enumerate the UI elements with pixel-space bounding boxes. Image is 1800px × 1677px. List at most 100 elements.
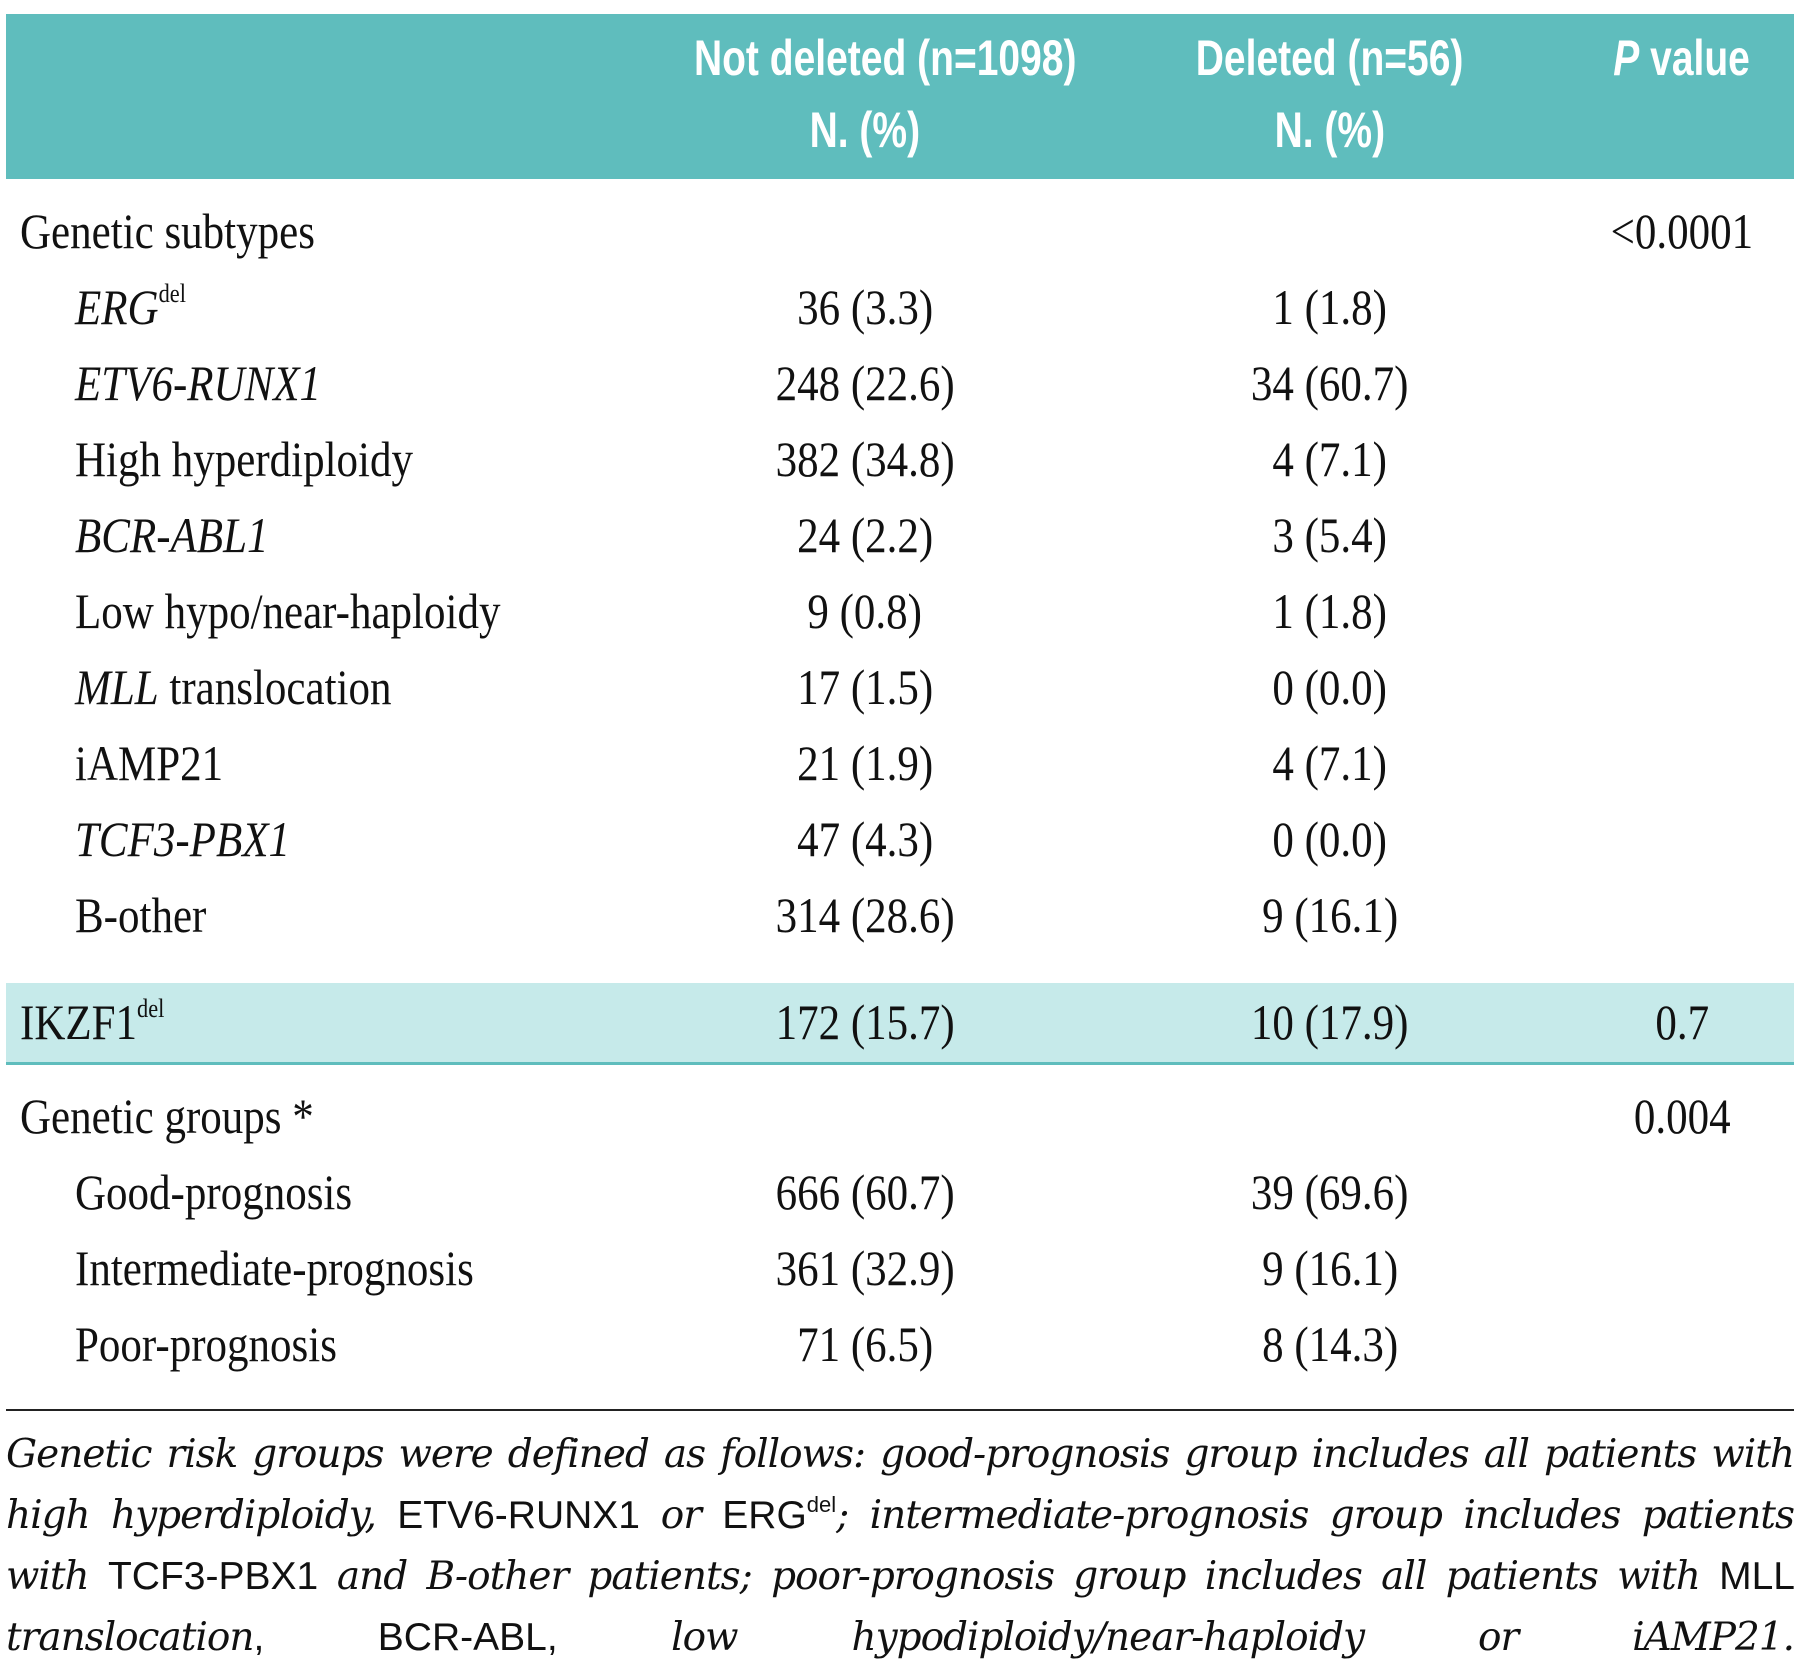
value-cell: 1 (1.8) bbox=[1090, 269, 1570, 345]
value-cell: 314 (28.6) bbox=[640, 877, 1090, 953]
value-cell: 1 (1.8) bbox=[1090, 573, 1570, 649]
value: 47 (4.3) bbox=[796, 811, 934, 867]
value-cell: 361 (32.9) bbox=[640, 1230, 1090, 1306]
value-cell: 666 (60.7) bbox=[640, 1154, 1090, 1230]
value: 17 (1.5) bbox=[796, 659, 934, 715]
value-cell: 21 (1.9) bbox=[640, 725, 1090, 801]
label-wrap: Low hypo/near-haploidy bbox=[75, 573, 500, 649]
table-row: B-other 314 (28.6) 9 (16.1) bbox=[6, 877, 1794, 953]
label-part: ERG bbox=[75, 279, 159, 335]
value: 666 (60.7) bbox=[775, 1164, 955, 1220]
table-row: Poor-prognosis 71 (6.5) 8 (14.3) bbox=[6, 1306, 1794, 1382]
p-rest: value bbox=[1650, 30, 1751, 86]
footnote-sup: del bbox=[806, 1492, 837, 1517]
value: 382 (34.8) bbox=[775, 431, 955, 487]
table-row: TCF3-PBX1 47 (4.3) 0 (0.0) bbox=[6, 801, 1794, 877]
value: 248 (22.6) bbox=[775, 355, 955, 411]
label-wrap: ERGdel bbox=[75, 269, 186, 345]
value: 10 (17.9) bbox=[1251, 994, 1409, 1050]
p-value: 0.004 bbox=[1633, 1088, 1731, 1144]
p-value: 0.7 bbox=[1655, 994, 1709, 1050]
label-wrap: IKZF1del bbox=[20, 983, 164, 1062]
p-italic: P bbox=[1613, 30, 1640, 86]
footnote-text: MLL bbox=[1719, 1555, 1794, 1598]
footnote-text: ; intermediate-prognosis group includes … bbox=[6, 1493, 1795, 1599]
header-cell: Not deleted (n=1098) N. (%) bbox=[640, 22, 1090, 166]
header-line: P value bbox=[1570, 22, 1794, 94]
header-text: Deleted (n=56) bbox=[1196, 30, 1464, 86]
label-wrap: Good-prognosis bbox=[75, 1154, 352, 1230]
table-row: MLL translocation 17 (1.5) 0 (0.0) bbox=[6, 649, 1794, 725]
value: 3 (5.4) bbox=[1272, 507, 1388, 563]
section-label: Genetic groups * bbox=[20, 1078, 362, 1154]
value-cell: 39 (69.6) bbox=[1090, 1154, 1570, 1230]
highlighted-row: IKZF1del 172 (15.7) 10 (17.9) 0.7 bbox=[6, 983, 1794, 1065]
footnote-text: Genetic risk groups were defined as foll… bbox=[6, 1432, 1795, 1538]
value-cell: 9 (0.8) bbox=[640, 573, 1090, 649]
value-cell: 0 (0.0) bbox=[1090, 649, 1570, 725]
footnote-text: TCF3-PBX1 bbox=[107, 1555, 337, 1598]
value: 8 (14.3) bbox=[1261, 1316, 1399, 1372]
footnote-text: or bbox=[660, 1493, 723, 1538]
table-row: BCR-ABL1 24 (2.2) 3 (5.4) bbox=[6, 497, 1794, 573]
row-label: Low hypo/near-haploidy bbox=[75, 573, 570, 649]
row-label: IKZF1del bbox=[20, 983, 188, 1062]
footnote-text: ERG bbox=[722, 1494, 807, 1537]
table-row: Intermediate-prognosis 361 (32.9) 9 (16.1) bbox=[6, 1230, 1794, 1306]
p-value: <0.0001 bbox=[1610, 203, 1754, 259]
label-part: MLL bbox=[75, 659, 159, 715]
label-part: Intermediate-prognosis bbox=[75, 1240, 474, 1296]
superscript: del bbox=[158, 279, 186, 308]
value: 21 (1.9) bbox=[796, 735, 934, 791]
value: 172 (15.7) bbox=[775, 994, 955, 1050]
section-row: Genetic subtypes <0.0001 bbox=[6, 193, 1794, 269]
header-cell: P value bbox=[1570, 22, 1794, 94]
section-text: Genetic subtypes bbox=[20, 203, 315, 259]
value-cell: 382 (34.8) bbox=[640, 421, 1090, 497]
value: 1 (1.8) bbox=[1272, 279, 1388, 335]
value: 24 (2.2) bbox=[796, 507, 934, 563]
header-text: Not deleted (n=1098) bbox=[693, 30, 1077, 86]
label-wrap: MLL translocation bbox=[75, 649, 392, 725]
value: 4 (7.1) bbox=[1272, 431, 1388, 487]
value: 9 (16.1) bbox=[1261, 887, 1399, 943]
value-cell: 36 (3.3) bbox=[640, 269, 1090, 345]
footnote-text: and B-other patients; poor-prognosis gro… bbox=[336, 1554, 1720, 1599]
value-cell: 4 (7.1) bbox=[1090, 725, 1570, 801]
row-label: BCR-ABL1 bbox=[75, 497, 300, 573]
superscript: del bbox=[137, 994, 165, 1023]
value: 9 (16.1) bbox=[1261, 1240, 1399, 1296]
header-text: N. (%) bbox=[1274, 102, 1386, 158]
label-part: B-other bbox=[75, 887, 207, 943]
value-cell: 47 (4.3) bbox=[640, 801, 1090, 877]
label-wrap: iAMP21 bbox=[75, 725, 223, 801]
header: Not deleted (n=1098) N. (%) Deleted (n=56)… bbox=[6, 14, 1794, 179]
label-part: iAMP21 bbox=[75, 735, 224, 791]
value: 0 (0.0) bbox=[1272, 811, 1388, 867]
row-label: iAMP21 bbox=[75, 725, 247, 801]
p-value-cell: 0.7 bbox=[1570, 983, 1794, 1062]
value: 9 (0.8) bbox=[807, 583, 923, 639]
value-cell: 10 (17.9) bbox=[1090, 983, 1570, 1062]
value-cell: 9 (16.1) bbox=[1090, 1230, 1570, 1306]
value: 71 (6.5) bbox=[796, 1316, 934, 1372]
value: 4 (7.1) bbox=[1272, 735, 1388, 791]
table-row: iAMP21 21 (1.9) 4 (7.1) bbox=[6, 725, 1794, 801]
label-part: TCF3-PBX1 bbox=[75, 811, 290, 867]
label-wrap: TCF3-PBX1 bbox=[75, 801, 290, 877]
label-part: Low hypo/near-haploidy bbox=[75, 583, 501, 639]
header-line: Deleted (n=56) bbox=[1090, 22, 1570, 94]
row-label: ETV6-RUNX1 bbox=[75, 345, 361, 421]
row-label: ERGdel bbox=[75, 269, 204, 345]
value-cell: 34 (60.7) bbox=[1090, 345, 1570, 421]
section-label: Genetic subtypes bbox=[20, 193, 363, 269]
value-cell: 17 (1.5) bbox=[640, 649, 1090, 725]
header-text: N. (%) bbox=[809, 102, 921, 158]
header-line: N. (%) bbox=[1090, 94, 1570, 166]
label-part: ETV6-RUNX1 bbox=[75, 355, 322, 411]
label-part: BCR-ABL1 bbox=[75, 507, 269, 563]
value-cell: 4 (7.1) bbox=[1090, 421, 1570, 497]
rule bbox=[6, 1409, 1794, 1411]
label-part: IKZF1 bbox=[20, 994, 138, 1050]
row-label: B-other bbox=[75, 877, 228, 953]
